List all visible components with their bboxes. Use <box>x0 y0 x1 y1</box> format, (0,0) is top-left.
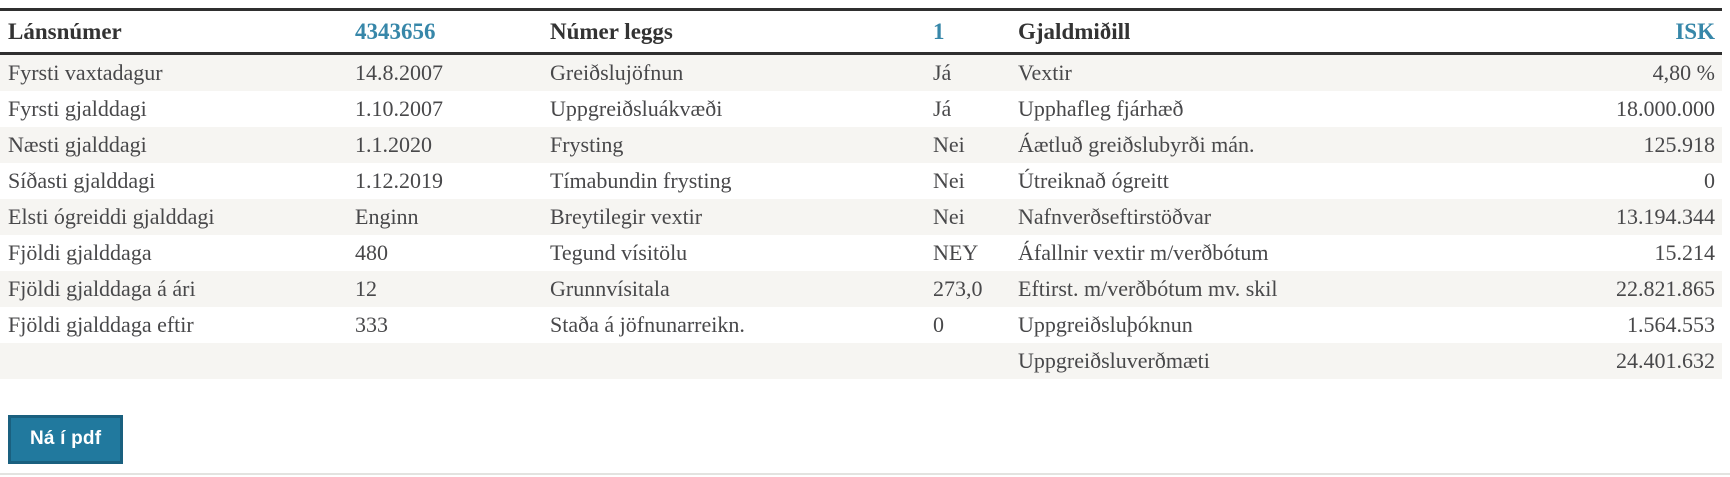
row-label: Vextir <box>1018 60 1072 85</box>
table-row: Næsti gjalddagi 1.1.2020 Frysting Nei Áæ… <box>0 127 1722 163</box>
row-label: Síðasti gjalddagi <box>8 168 156 193</box>
row-label: Uppgreiðsluþóknun <box>1018 312 1193 337</box>
row-label: Fyrsti vaxtadagur <box>8 60 163 85</box>
row-value: 18.000.000 <box>1616 96 1715 121</box>
row-label: Fjöldi gjalddaga eftir <box>8 312 194 337</box>
row-label: Eftirst. m/verðbótum mv. skil <box>1018 276 1278 301</box>
row-value: 4,80 % <box>1652 60 1715 85</box>
row-value: 1.10.2007 <box>355 96 443 121</box>
table-row: Síðasti gjalddagi 1.12.2019 Tímabundin f… <box>0 163 1722 199</box>
table-row: Fyrsti vaxtadagur 14.8.2007 Greiðslujöfn… <box>0 55 1722 91</box>
row-label: Tegund vísitölu <box>550 240 688 265</box>
row-value: 480 <box>355 240 388 265</box>
loan-number-label: Lánsnúmer <box>8 18 122 44</box>
row-value: 125.918 <box>1643 132 1716 157</box>
download-pdf-button[interactable]: Ná í pdf <box>8 415 124 464</box>
currency-label: Gjaldmiðill <box>1018 18 1131 44</box>
leg-number-value: 1 <box>933 18 945 44</box>
row-value: Já <box>933 96 952 121</box>
row-value: 22.821.865 <box>1616 276 1715 301</box>
row-label: Breytilegir vextir <box>550 204 703 229</box>
row-label: Uppgreiðsluverðmæti <box>1018 348 1210 373</box>
row-value: 1.1.2020 <box>355 132 432 157</box>
leg-number-label: Númer leggs <box>550 18 673 44</box>
row-value: 15.214 <box>1654 240 1716 265</box>
table-row: Fyrsti gjalddagi 1.10.2007 Uppgreiðsluák… <box>0 91 1722 127</box>
row-value: 12 <box>355 276 377 301</box>
row-value: 24.401.632 <box>1616 348 1715 373</box>
row-value: NEY <box>933 240 979 265</box>
row-value: 0 <box>1704 168 1715 193</box>
row-label: Áfallnir vextir m/verðbótum <box>1018 240 1269 265</box>
loan-number-value: 4343656 <box>355 18 436 44</box>
currency-value: ISK <box>1675 18 1715 44</box>
table-row: Elsti ógreiddi gjalddagi Enginn Breytile… <box>0 199 1722 235</box>
table-row: Fjöldi gjalddaga á ári 12 Grunnvísitala … <box>0 271 1722 307</box>
row-label: Upphafleg fjárhæð <box>1018 96 1184 121</box>
row-label: Áætluð greiðslubyrði mán. <box>1018 132 1255 157</box>
row-label: Staða á jöfnunarreikn. <box>550 312 745 337</box>
row-value: 333 <box>355 312 388 337</box>
table-row: Uppgreiðsluverðmæti 24.401.632 <box>0 343 1722 379</box>
row-value: Já <box>933 60 952 85</box>
row-label: Fjöldi gjalddaga á ári <box>8 276 196 301</box>
row-value: 13.194.344 <box>1616 204 1715 229</box>
table-header-row: Lánsnúmer 4343656 Númer leggs 1 Gjaldmið… <box>0 11 1722 55</box>
table-body: Fyrsti vaxtadagur 14.8.2007 Greiðslujöfn… <box>0 55 1722 379</box>
row-label: Nafnverðseftirstöðvar <box>1018 204 1212 229</box>
row-label: Næsti gjalddagi <box>8 132 147 157</box>
row-label: Fyrsti gjalddagi <box>8 96 147 121</box>
row-value: 1.564.553 <box>1627 312 1715 337</box>
row-label: Fjöldi gjalddaga <box>8 240 152 265</box>
row-value: 1.12.2019 <box>355 168 443 193</box>
row-label: Uppgreiðsluákvæði <box>550 96 723 121</box>
table-row: Fjöldi gjalddaga 480 Tegund vísitölu NEY… <box>0 235 1722 271</box>
row-label: Tímabundin frysting <box>550 168 732 193</box>
row-value: Nei <box>933 132 965 157</box>
bottom-divider <box>0 473 1730 475</box>
row-value: 273,0 <box>933 276 983 301</box>
row-value: Nei <box>933 168 965 193</box>
row-value: 0 <box>933 312 944 337</box>
row-label: Grunnvísitala <box>550 276 670 301</box>
row-label: Greiðslujöfnun <box>550 60 684 85</box>
row-value: Nei <box>933 204 965 229</box>
row-value: Enginn <box>355 204 419 229</box>
row-label: Frysting <box>550 132 624 157</box>
row-value: 14.8.2007 <box>355 60 443 85</box>
loan-details-table: Lánsnúmer 4343656 Númer leggs 1 Gjaldmið… <box>0 8 1722 379</box>
row-label: Útreiknað ógreitt <box>1018 168 1169 193</box>
row-label: Elsti ógreiddi gjalddagi <box>8 204 215 229</box>
table-row: Fjöldi gjalddaga eftir 333 Staða á jöfnu… <box>0 307 1722 343</box>
